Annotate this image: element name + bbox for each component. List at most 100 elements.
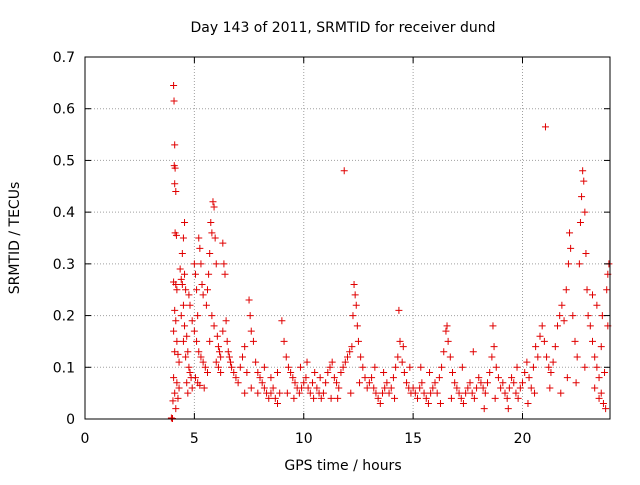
data-point: [327, 394, 335, 402]
data-point: [316, 374, 324, 382]
data-point: [309, 379, 316, 387]
data-point: [576, 218, 584, 226]
data-point: [525, 374, 533, 382]
data-point: [291, 379, 299, 387]
data-point: [276, 389, 284, 397]
data-point: [446, 353, 454, 361]
data-point: [356, 379, 364, 387]
data-point: [298, 384, 306, 392]
data-point: [368, 374, 376, 382]
data-point: [562, 286, 570, 294]
data-point: [170, 97, 178, 105]
data-point: [204, 368, 211, 376]
data-point: [334, 394, 342, 402]
data-point: [400, 368, 408, 376]
data-point: [170, 327, 178, 335]
data-point: [214, 363, 222, 371]
data-point: [210, 322, 218, 330]
data-point: [219, 327, 227, 335]
data-point: [220, 260, 228, 268]
data-point: [241, 389, 249, 397]
data-point: [538, 322, 546, 330]
data-point: [172, 187, 180, 195]
x-tick-label: 10: [295, 431, 313, 447]
data-point: [529, 363, 537, 371]
data-point: [597, 343, 605, 351]
data-point: [394, 353, 402, 361]
data-point: [595, 394, 603, 402]
data-point: [243, 368, 251, 376]
data-point: [254, 368, 262, 376]
data-point: [306, 389, 314, 397]
data-point: [431, 379, 439, 387]
data-point: [182, 286, 190, 294]
data-points: [167, 81, 613, 422]
data-point: [477, 379, 485, 387]
data-point: [512, 389, 520, 397]
data-point: [595, 374, 603, 382]
data-point: [172, 281, 180, 289]
data-point: [519, 379, 526, 387]
data-point: [593, 301, 601, 309]
data-point: [459, 399, 467, 407]
data-point: [289, 374, 297, 382]
data-point: [361, 374, 369, 382]
data-point: [193, 337, 201, 345]
data-point: [527, 384, 535, 392]
data-point: [167, 414, 175, 422]
data-point: [416, 384, 424, 392]
data-point: [433, 389, 441, 397]
data-point: [457, 394, 465, 402]
data-point: [280, 337, 288, 345]
data-point: [534, 353, 542, 361]
data-point: [462, 389, 470, 397]
data-point: [211, 234, 219, 242]
data-point: [313, 384, 321, 392]
data-point: [354, 337, 362, 345]
data-point: [484, 379, 491, 387]
x-tick-label: 5: [190, 431, 199, 447]
data-point: [213, 332, 221, 340]
data-point: [170, 374, 178, 382]
data-point: [372, 389, 380, 397]
data-point: [179, 337, 187, 345]
data-point: [258, 379, 266, 387]
data-point: [411, 389, 419, 397]
data-point: [464, 384, 472, 392]
data-point: [205, 270, 213, 278]
data-point: [379, 389, 386, 397]
data-point: [556, 312, 564, 320]
x-tick-label: 15: [404, 431, 422, 447]
data-point: [508, 374, 516, 382]
data-point: [475, 374, 483, 382]
data-point: [541, 123, 549, 131]
data-point: [170, 81, 178, 89]
data-point: [488, 353, 496, 361]
data-point: [174, 394, 182, 402]
data-point: [247, 384, 255, 392]
data-point: [217, 353, 225, 361]
data-point: [359, 363, 367, 371]
data-point: [399, 343, 407, 351]
data-point: [593, 363, 601, 371]
data-point: [540, 337, 548, 345]
data-point: [438, 363, 446, 371]
data-point: [429, 384, 437, 392]
data-point: [207, 218, 215, 226]
data-point: [183, 379, 191, 387]
data-point: [197, 260, 205, 268]
data-point: [567, 244, 575, 252]
data-point: [514, 394, 522, 402]
data-point: [580, 177, 588, 185]
data-point: [571, 337, 579, 345]
data-point: [177, 312, 185, 320]
x-tick-label: 0: [81, 431, 90, 447]
data-point: [328, 358, 336, 366]
data-point: [330, 374, 338, 382]
data-point: [190, 260, 198, 268]
data-point: [417, 363, 425, 371]
data-point: [370, 384, 378, 392]
data-point: [260, 384, 268, 392]
data-point: [195, 348, 203, 356]
